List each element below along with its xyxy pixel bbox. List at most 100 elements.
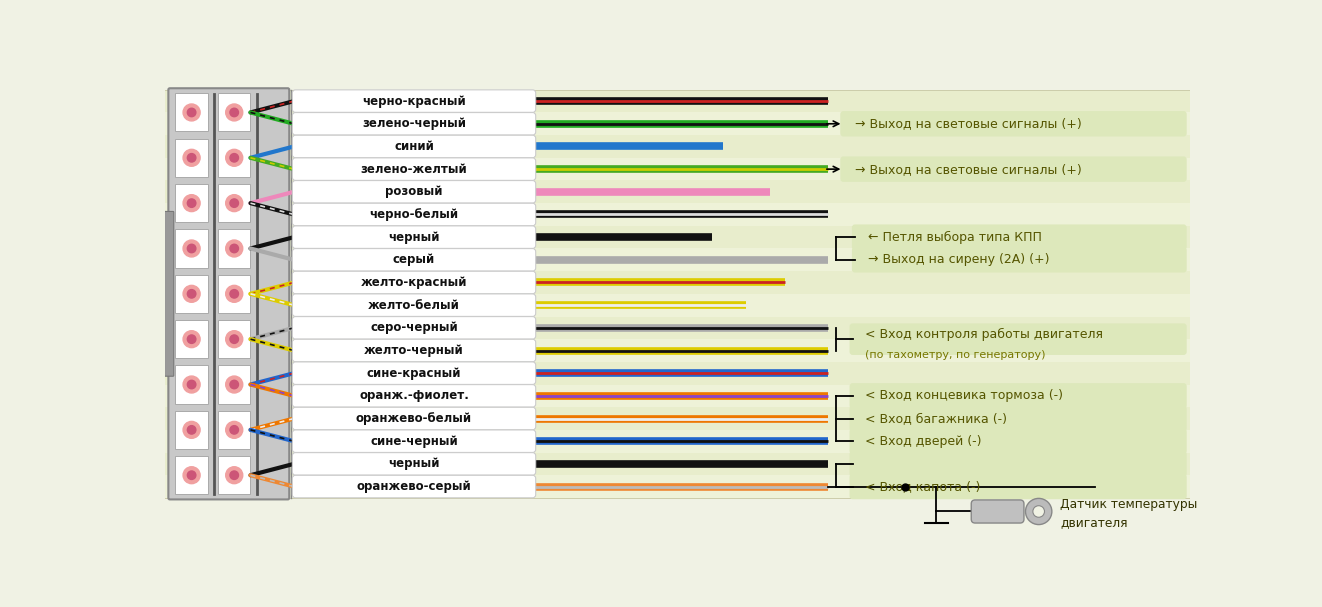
Circle shape bbox=[226, 421, 243, 438]
Bar bbox=[218, 456, 250, 494]
FancyBboxPatch shape bbox=[292, 158, 535, 180]
Text: желто-белый: желто-белый bbox=[368, 299, 460, 311]
Bar bbox=[176, 411, 208, 449]
Text: → Выход на световые сигналы (+): → Выход на световые сигналы (+) bbox=[855, 117, 1081, 131]
Text: оранж.-фиолет.: оранж.-фиолет. bbox=[360, 389, 469, 402]
Text: черно-красный: черно-красный bbox=[362, 95, 465, 107]
FancyBboxPatch shape bbox=[292, 475, 535, 498]
FancyBboxPatch shape bbox=[841, 157, 1187, 182]
Bar bbox=[176, 139, 208, 177]
FancyBboxPatch shape bbox=[850, 324, 1187, 355]
Circle shape bbox=[230, 244, 238, 253]
Circle shape bbox=[230, 426, 238, 434]
Bar bbox=[165, 90, 1190, 112]
Circle shape bbox=[226, 195, 243, 212]
Text: (по тахометру, по генератору): (по тахометру, по генератору) bbox=[865, 350, 1046, 359]
Circle shape bbox=[182, 376, 200, 393]
Bar bbox=[176, 229, 208, 268]
Bar bbox=[218, 93, 250, 132]
Text: < Вход контроля работы двигателя: < Вход контроля работы двигателя bbox=[865, 328, 1103, 341]
FancyBboxPatch shape bbox=[972, 500, 1025, 523]
Bar bbox=[165, 248, 1190, 271]
Bar bbox=[176, 320, 208, 358]
FancyBboxPatch shape bbox=[292, 385, 535, 407]
Bar bbox=[165, 316, 1190, 339]
Circle shape bbox=[226, 331, 243, 348]
Circle shape bbox=[182, 421, 200, 438]
Bar bbox=[165, 226, 1190, 248]
Circle shape bbox=[182, 331, 200, 348]
Text: черно-белый: черно-белый bbox=[369, 208, 459, 221]
Bar bbox=[165, 112, 1190, 135]
Circle shape bbox=[182, 195, 200, 212]
Circle shape bbox=[226, 240, 243, 257]
Bar bbox=[176, 456, 208, 494]
FancyBboxPatch shape bbox=[292, 339, 535, 362]
Bar bbox=[165, 430, 1190, 453]
Bar bbox=[218, 411, 250, 449]
FancyBboxPatch shape bbox=[292, 271, 535, 294]
Text: < Вход багажника (-): < Вход багажника (-) bbox=[865, 412, 1007, 425]
Text: серо-черный: серо-черный bbox=[370, 321, 457, 334]
Circle shape bbox=[226, 376, 243, 393]
FancyBboxPatch shape bbox=[292, 112, 535, 135]
Bar bbox=[176, 184, 208, 222]
FancyBboxPatch shape bbox=[850, 429, 1187, 454]
FancyBboxPatch shape bbox=[292, 407, 535, 430]
Bar bbox=[165, 180, 1190, 203]
Text: < Вход дверей (-): < Вход дверей (-) bbox=[865, 435, 981, 448]
FancyBboxPatch shape bbox=[850, 474, 1187, 500]
Bar bbox=[165, 271, 1190, 294]
Circle shape bbox=[182, 285, 200, 302]
Circle shape bbox=[188, 335, 196, 344]
Bar bbox=[165, 135, 1190, 158]
FancyBboxPatch shape bbox=[164, 211, 173, 376]
FancyBboxPatch shape bbox=[851, 225, 1187, 250]
Circle shape bbox=[230, 471, 238, 480]
Text: желто-красный: желто-красный bbox=[361, 276, 467, 289]
Circle shape bbox=[182, 104, 200, 121]
FancyBboxPatch shape bbox=[292, 180, 535, 203]
Text: оранжево-серый: оранжево-серый bbox=[357, 480, 472, 493]
Bar bbox=[165, 158, 1190, 180]
FancyBboxPatch shape bbox=[292, 294, 535, 316]
Circle shape bbox=[188, 199, 196, 208]
Circle shape bbox=[188, 471, 196, 480]
Bar bbox=[165, 384, 1190, 407]
Bar bbox=[218, 365, 250, 404]
Text: Датчик температуры: Датчик температуры bbox=[1060, 498, 1198, 511]
Circle shape bbox=[230, 154, 238, 162]
Text: < Вход капота (-): < Вход капота (-) bbox=[865, 480, 981, 493]
Circle shape bbox=[182, 149, 200, 166]
Bar bbox=[165, 407, 1190, 430]
Bar bbox=[176, 275, 208, 313]
Text: оранжево-белый: оранжево-белый bbox=[356, 412, 472, 425]
FancyBboxPatch shape bbox=[292, 203, 535, 226]
FancyBboxPatch shape bbox=[292, 135, 535, 158]
Circle shape bbox=[188, 244, 196, 253]
Text: синий: синий bbox=[394, 140, 434, 153]
Text: зелено-желтый: зелено-желтый bbox=[361, 163, 468, 175]
Text: сине-черный: сине-черный bbox=[370, 435, 457, 448]
Circle shape bbox=[188, 290, 196, 298]
Bar bbox=[165, 339, 1190, 362]
FancyBboxPatch shape bbox=[841, 111, 1187, 137]
Bar bbox=[176, 365, 208, 404]
Text: серый: серый bbox=[393, 253, 435, 266]
Bar bbox=[218, 139, 250, 177]
Bar bbox=[218, 229, 250, 268]
Circle shape bbox=[188, 154, 196, 162]
Circle shape bbox=[230, 380, 238, 388]
FancyBboxPatch shape bbox=[292, 317, 535, 339]
Bar bbox=[176, 93, 208, 132]
Text: → Выход на световые сигналы (+): → Выход на световые сигналы (+) bbox=[855, 163, 1081, 175]
Bar bbox=[165, 203, 1190, 226]
Bar bbox=[165, 453, 1190, 475]
Bar bbox=[218, 275, 250, 313]
Text: зелено-черный: зелено-черный bbox=[362, 117, 467, 131]
Circle shape bbox=[1032, 506, 1044, 517]
FancyBboxPatch shape bbox=[292, 90, 535, 112]
Circle shape bbox=[188, 108, 196, 117]
Bar bbox=[218, 184, 250, 222]
FancyBboxPatch shape bbox=[292, 249, 535, 271]
